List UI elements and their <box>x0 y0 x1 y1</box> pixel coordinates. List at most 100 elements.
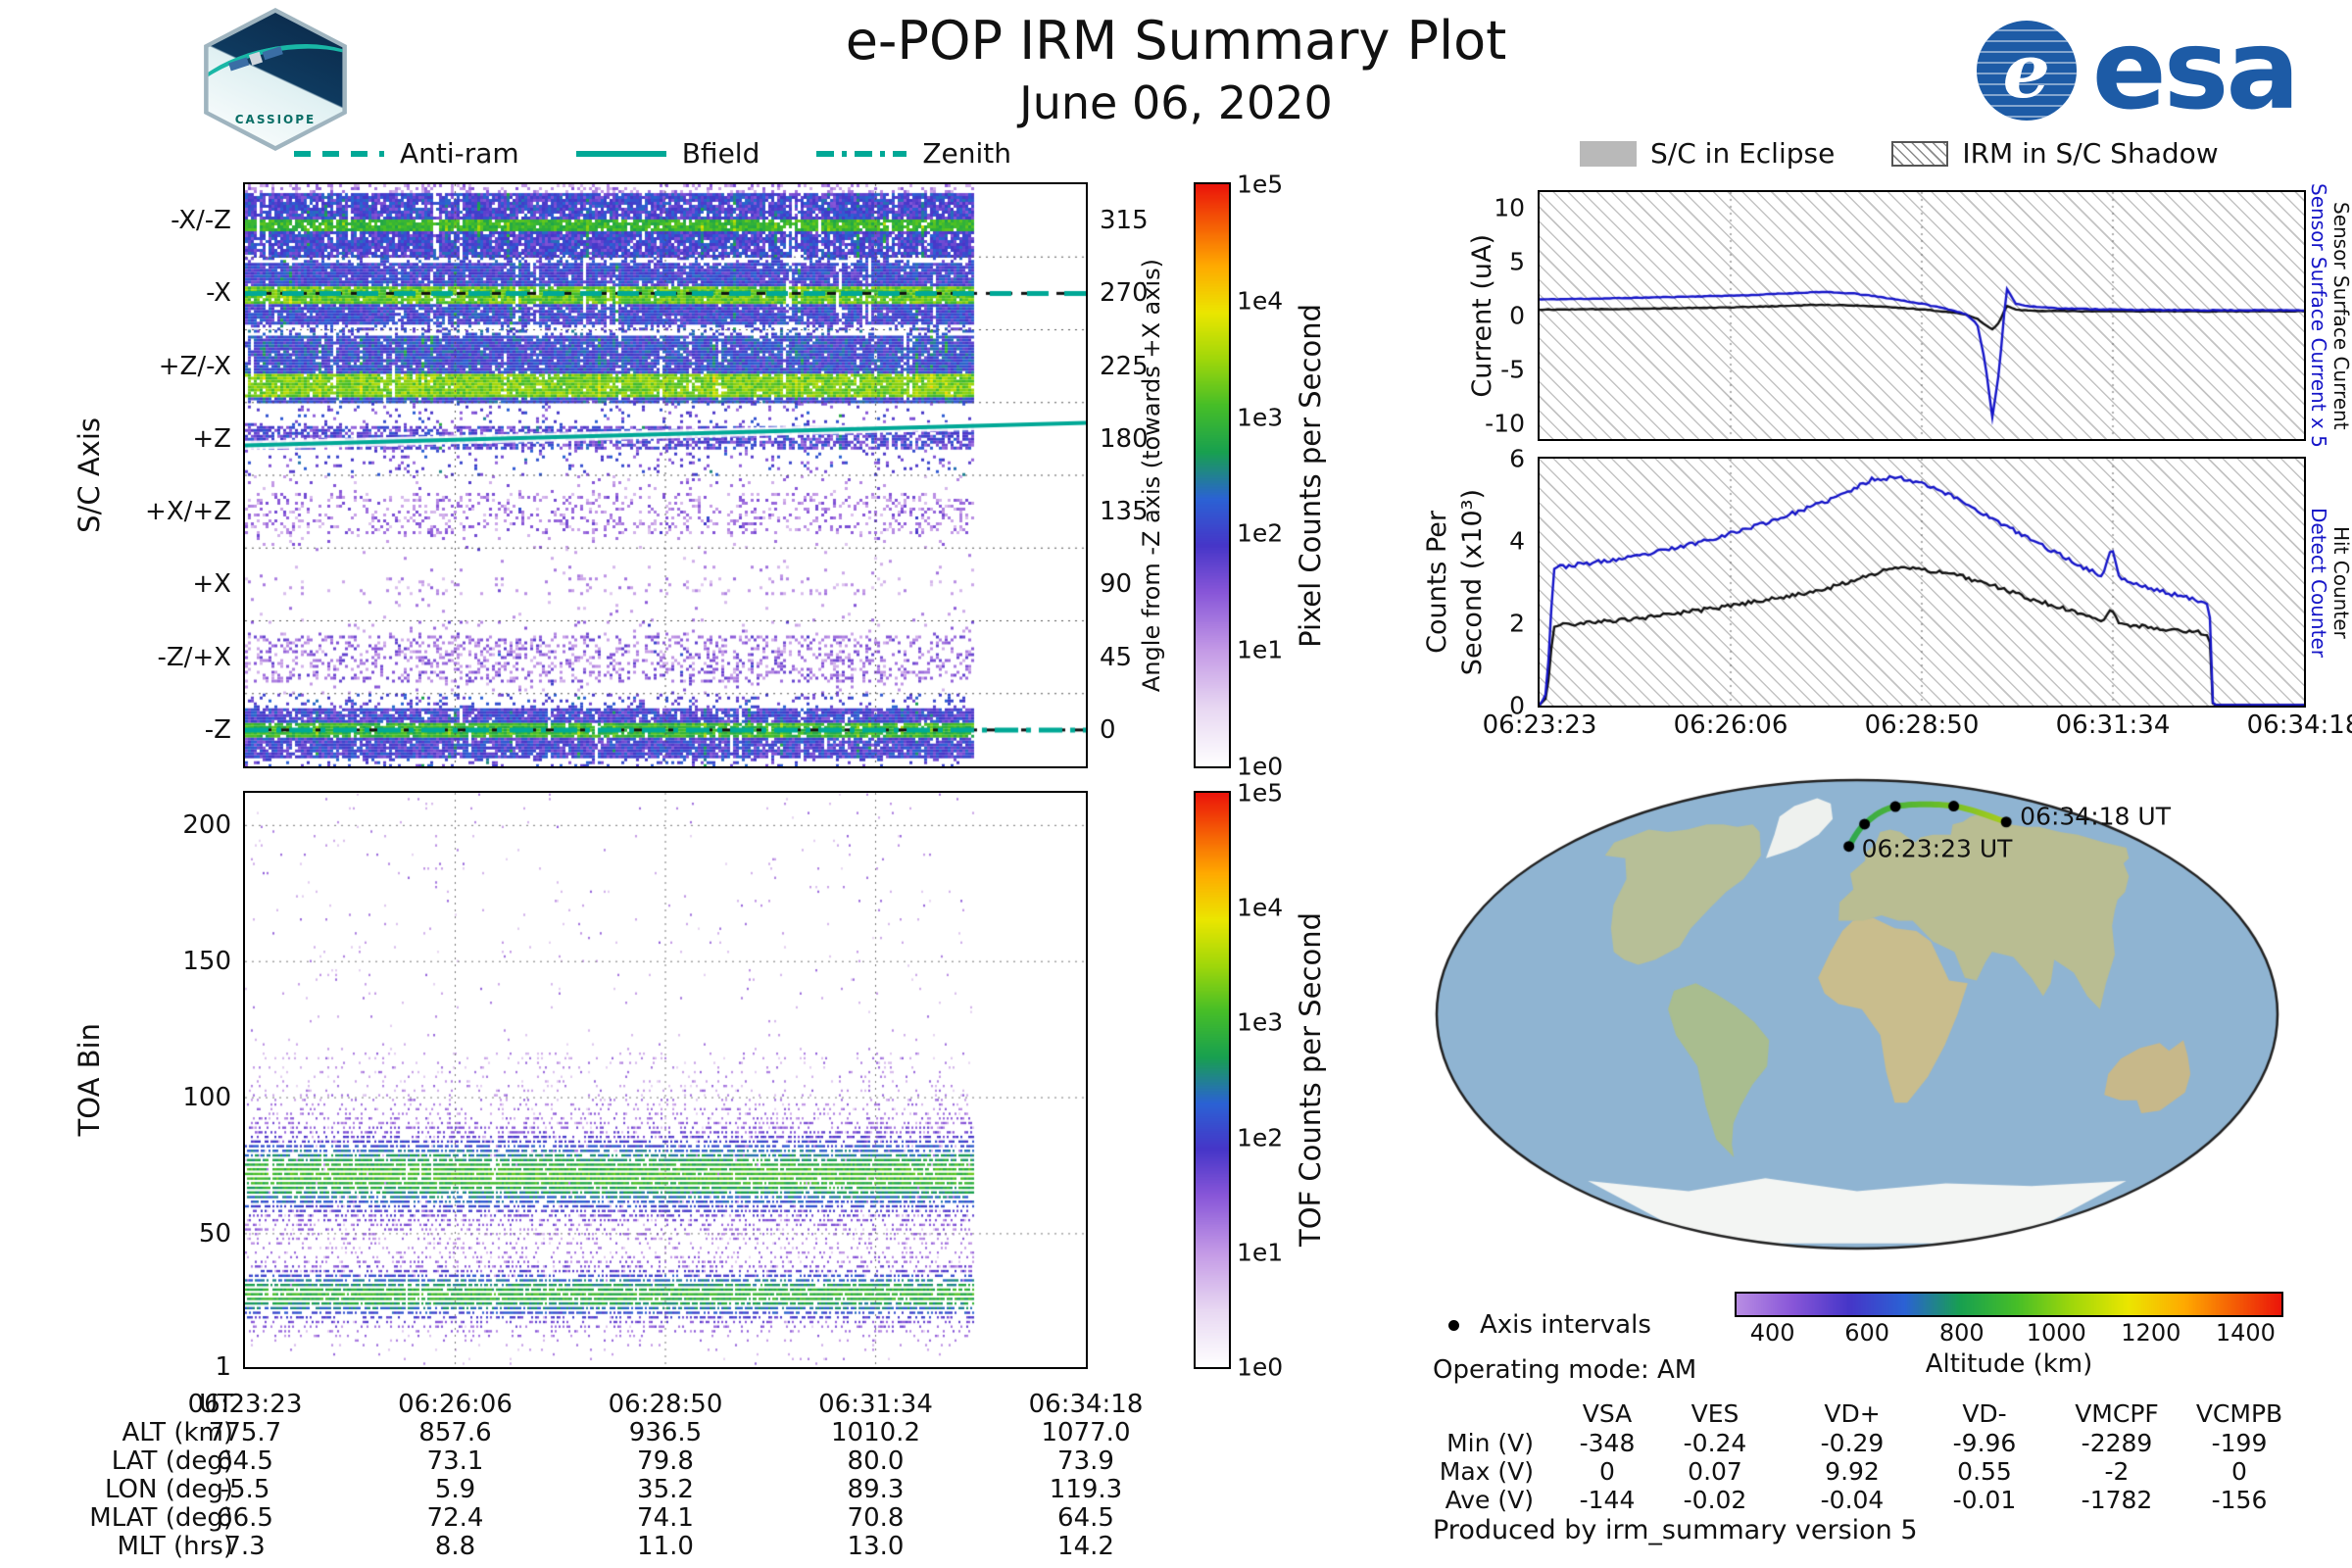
counts-ylabel-line1-wrap: Counts Per <box>1419 457 1454 708</box>
ephemeris-cell: 1010.2 <box>831 1418 920 1447</box>
ephemeris-row-label: MLT (hrs) <box>117 1532 234 1561</box>
esa-wordmark: esa <box>2091 7 2300 134</box>
colorbar-tick-label: 1e1 <box>1237 635 1284 664</box>
legend-label: S/C in Eclipse <box>1650 137 1836 170</box>
colorbar-tick-label: 1e0 <box>1237 1352 1284 1382</box>
altitude-tick-label: 800 <box>1938 1319 1984 1347</box>
current-tick-label: 0 <box>1509 301 1525 330</box>
voltage-cell: 0 <box>2231 1457 2247 1486</box>
ephemeris-cell: 35.2 <box>637 1475 694 1504</box>
ephemeris-cell: 80.0 <box>847 1446 905 1476</box>
legend-item-eclipse: S/C in Eclipse <box>1580 137 1835 170</box>
ephemeris-row-label: LAT (deg) <box>111 1446 233 1476</box>
ephemeris-cell: 775.7 <box>208 1418 282 1447</box>
altitude-tick-label: 600 <box>1844 1319 1890 1347</box>
voltage-col-header: VCMPB <box>2195 1399 2283 1428</box>
ephemeris-row-label: ALT (km) <box>122 1418 233 1447</box>
toa-tick-label: 100 <box>182 1083 231 1113</box>
ephemeris-cell: 936.5 <box>628 1418 703 1447</box>
sensor-current-x5-label-wrap: Sensor Surface Current x 5 <box>2307 183 2330 448</box>
toa-tick-label: 1 <box>215 1352 231 1382</box>
ephemeris-cell: 06:26:06 <box>398 1390 513 1419</box>
time-tick-label: 06:28:50 <box>1864 710 1980 740</box>
voltage-cell: 9.92 <box>1825 1457 1880 1486</box>
produced-by-text: Produced by irm_summary version 5 <box>1433 1515 1918 1545</box>
counts-ylabel-line2: Second (x10³) <box>1456 488 1488 676</box>
voltage-cell: -348 <box>1579 1429 1636 1457</box>
counters-plot <box>1538 457 2306 708</box>
orientation-legend: Anti-ram Bfield Zenith <box>294 137 1068 170</box>
pixel-counts-colorbar-label: Pixel Counts per Second <box>1294 303 1327 648</box>
voltage-cell: -0.04 <box>1820 1486 1885 1514</box>
legend-label: Zenith <box>922 137 1012 170</box>
satellite-icon <box>228 46 283 72</box>
ephemeris-cell: 06:28:50 <box>608 1390 723 1419</box>
sc-axis-band-label: -X/-Z <box>171 206 231 236</box>
axis-intervals-label: Axis intervals <box>1480 1310 1651 1340</box>
ephemeris-cell: 119.3 <box>1049 1475 1123 1504</box>
altitude-colorbar <box>1735 1292 2283 1317</box>
voltage-cell: 0.07 <box>1688 1457 1742 1486</box>
time-tick-label: 06:23:23 <box>1482 710 1597 740</box>
voltage-row-label: Ave (V) <box>1445 1486 1534 1514</box>
ephemeris-cell: 8.8 <box>434 1532 476 1561</box>
legend-item-antiram: Anti-ram <box>294 137 519 170</box>
pixel-counts-colorbar <box>1194 182 1231 768</box>
tof-counts-label-wrap: TOF Counts per Second <box>1290 791 1331 1369</box>
voltage-cell: -0.02 <box>1683 1486 1747 1514</box>
operating-mode-text: Operating mode: AM <box>1433 1355 1697 1385</box>
angle-axis-label-wrap: Angle from -Z axis (towards +X axis) <box>1133 182 1170 768</box>
voltage-col-header: VD- <box>1962 1399 2007 1428</box>
ephemeris-cell: 72.4 <box>426 1503 484 1533</box>
altitude-colorbar-canvas <box>1737 1294 2281 1315</box>
ephemeris-cell: 64.5 <box>1057 1503 1114 1533</box>
sensor-current-x5-label: Sensor Surface Current x 5 <box>2307 183 2330 448</box>
ephemeris-cell: 73.9 <box>1057 1446 1114 1476</box>
colorbar-tick-label: 1e5 <box>1237 170 1284 199</box>
counts-ylabel-line2-wrap: Second (x10³) <box>1454 457 1490 708</box>
angle-tick-label: 270 <box>1100 278 1149 309</box>
voltage-col-header: VSA <box>1582 1399 1633 1428</box>
sc-axis-ylabel-wrap: S/C Axis <box>69 182 110 768</box>
angle-tick-label: 90 <box>1100 569 1133 600</box>
ephemeris-cell: 06:34:18 <box>1028 1390 1144 1419</box>
ephemeris-cell: 11.0 <box>637 1532 694 1561</box>
esa-globe-stripes <box>1976 21 2077 121</box>
sc-axis-band-label: +X <box>192 569 231 600</box>
colorbar-tick-label: 1e5 <box>1237 778 1284 808</box>
ephemeris-row-label: UT <box>199 1390 233 1419</box>
counts-tick-label: 6 <box>1509 444 1525 473</box>
page-date: June 06, 2020 <box>1019 76 1333 129</box>
ephemeris-cell: 66.5 <box>217 1503 273 1533</box>
shadow-hatch-swatch-icon <box>1891 140 1949 167</box>
detect-counter-label: Detect Counter <box>2307 507 2330 658</box>
voltage-col-header: VES <box>1690 1399 1740 1428</box>
ephemeris-cell: 74.1 <box>637 1503 694 1533</box>
colorbar-tick-label: 1e1 <box>1237 1238 1284 1267</box>
sensor-current-plot-canvas <box>1540 192 2304 439</box>
sc-axis-band-label: -X <box>206 278 231 309</box>
voltage-cell: -0.24 <box>1683 1429 1747 1457</box>
ephemeris-cell: 64.5 <box>217 1446 273 1476</box>
ephemeris-cell: 857.6 <box>418 1418 492 1447</box>
counters-plot-canvas <box>1540 459 2304 706</box>
hit-counter-label-wrap: Hit Counter <box>2329 457 2352 708</box>
voltage-col-header: VD+ <box>1824 1399 1881 1428</box>
toa-spectrogram-canvas <box>245 793 1086 1367</box>
current-ylabel: Current (uA) <box>1466 233 1497 398</box>
colorbar-tick-label: 1e3 <box>1237 1007 1284 1037</box>
voltage-cell: 0 <box>1599 1457 1615 1486</box>
sc-axis-band-label: +X/+Z <box>145 497 231 527</box>
voltage-cell: -0.29 <box>1820 1429 1885 1457</box>
sc-axis-spectrogram-canvas <box>245 184 1086 766</box>
page-title: e-POP IRM Summary Plot <box>845 10 1507 72</box>
legend-label: IRM in S/C Shadow <box>1962 137 2219 170</box>
voltage-cell: -2 <box>2104 1457 2130 1486</box>
altitude-tick-label: 400 <box>1749 1319 1795 1347</box>
altitude-tick-label: 1200 <box>2121 1319 2181 1347</box>
angle-tick-label: 0 <box>1100 714 1116 745</box>
angle-tick-label: 180 <box>1100 423 1149 454</box>
colorbar-tick-label: 1e2 <box>1237 518 1284 548</box>
time-tick-label: 06:31:34 <box>2055 710 2171 740</box>
hit-counter-label: Hit Counter <box>2329 525 2352 639</box>
